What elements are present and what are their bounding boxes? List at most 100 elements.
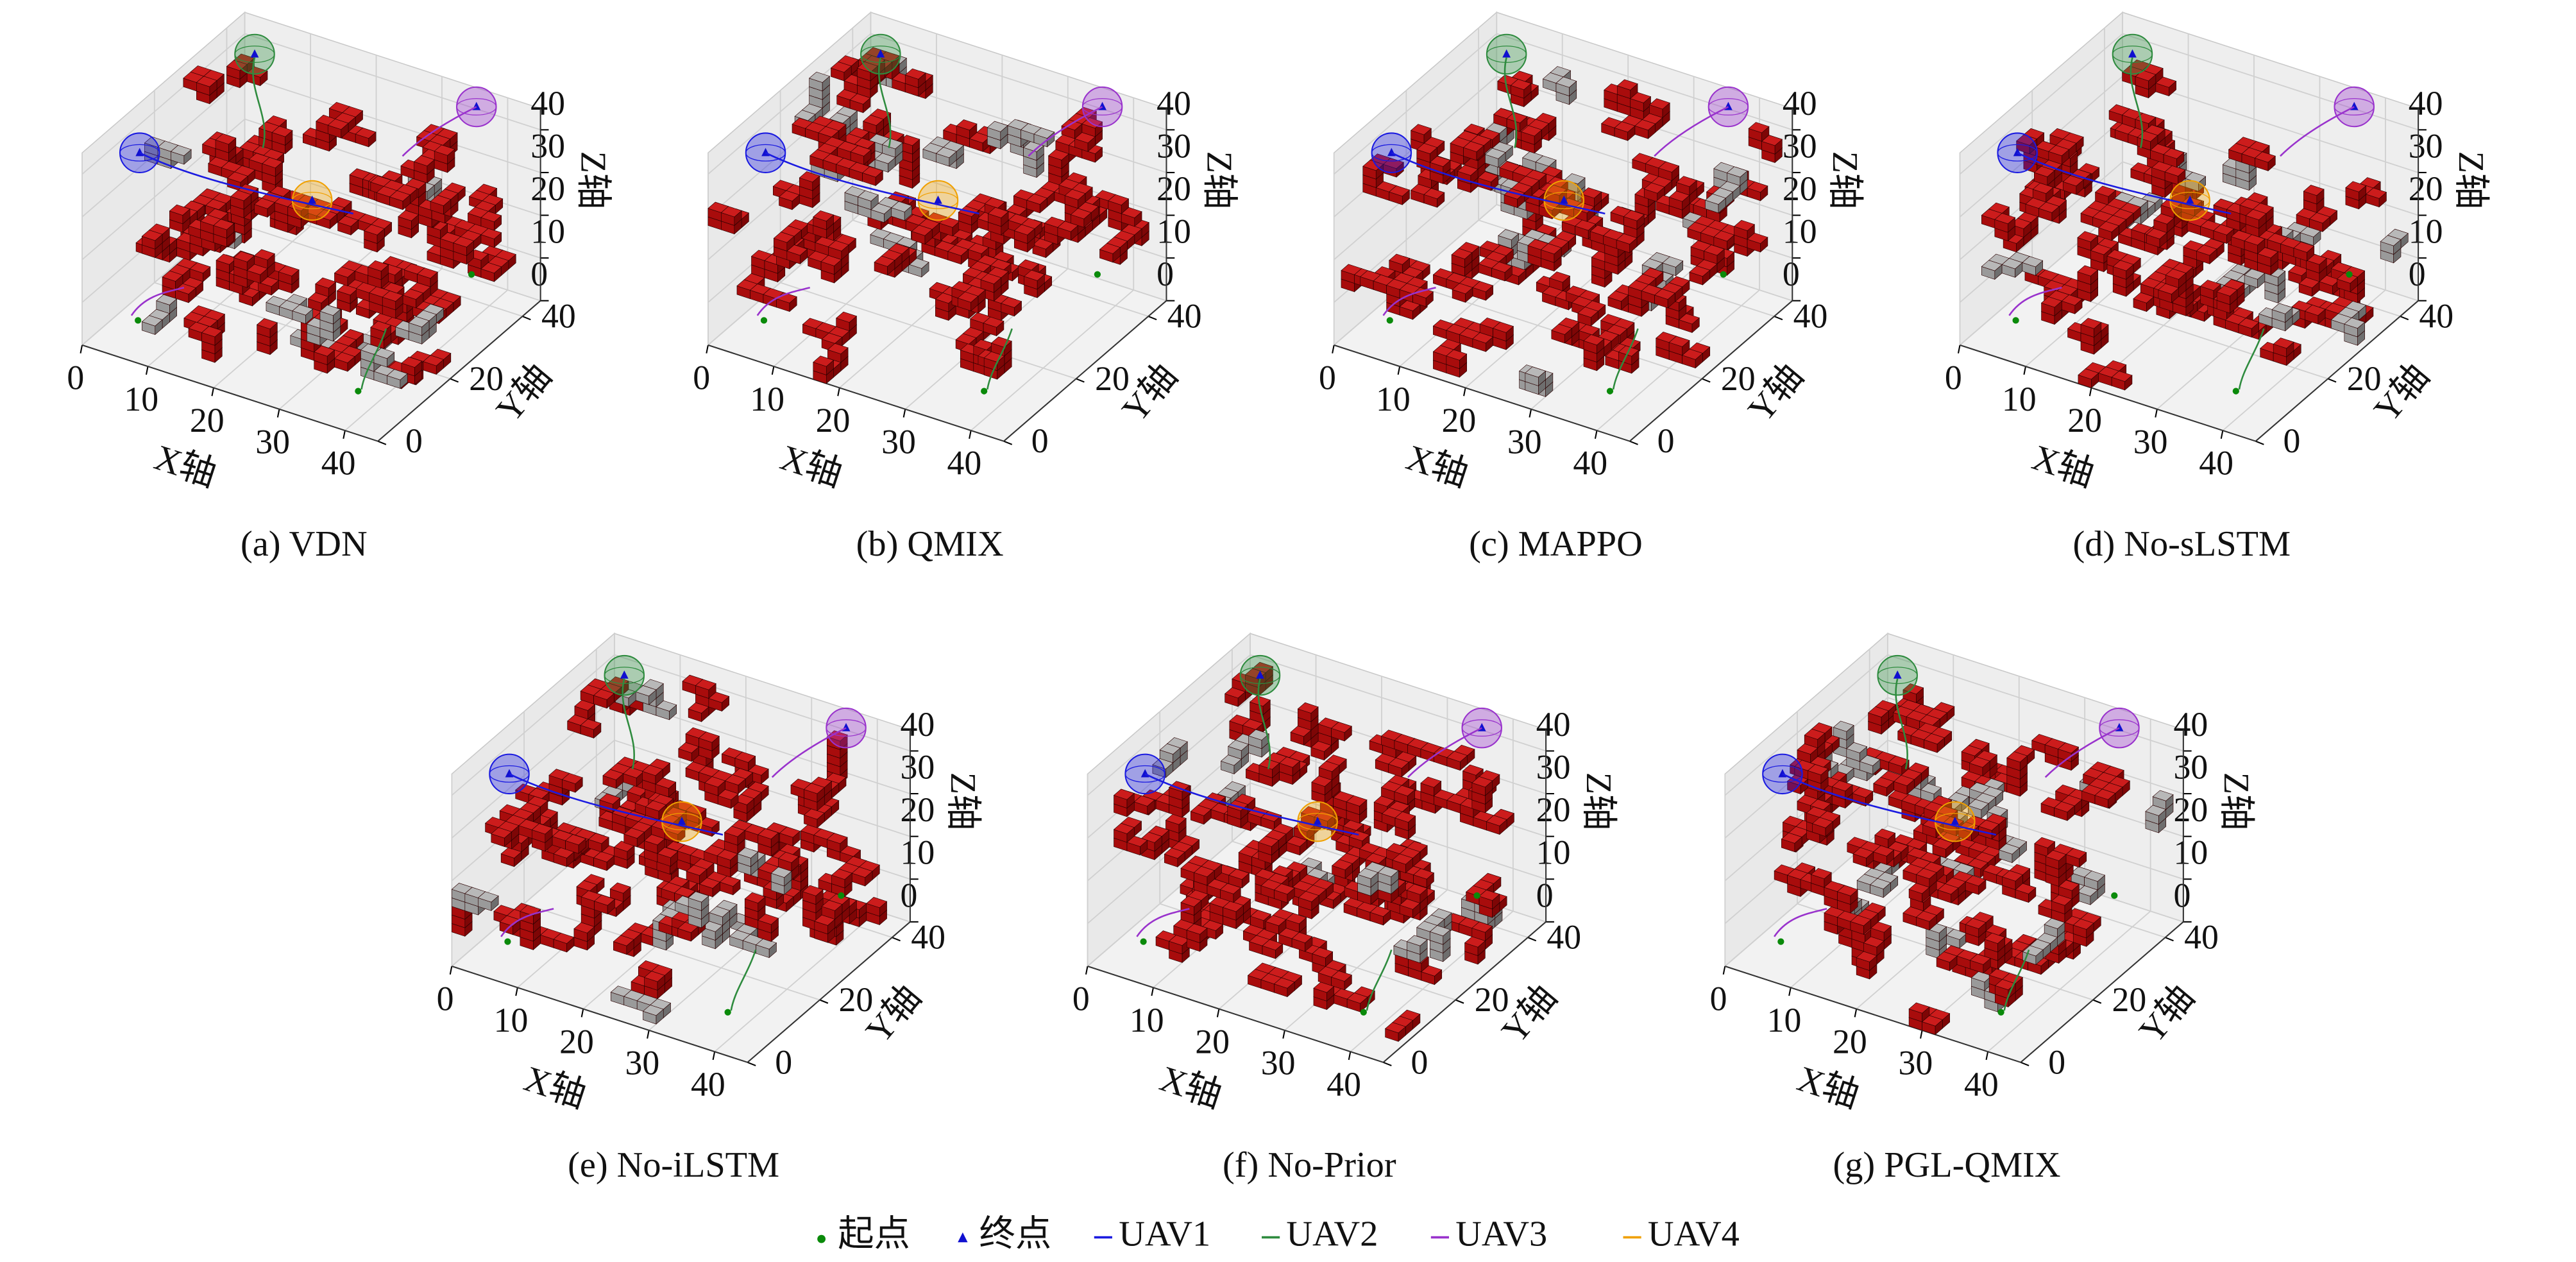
voxel-face bbox=[480, 262, 502, 274]
y-tick-label: 40 bbox=[1167, 296, 1202, 335]
x-tick-label: 30 bbox=[1507, 422, 1542, 461]
y-tick bbox=[522, 316, 531, 321]
z-axis-label: Z轴 bbox=[1825, 151, 1865, 210]
y-tick-label: 40 bbox=[2419, 296, 2453, 335]
axis-line bbox=[377, 300, 541, 442]
y-tick bbox=[450, 378, 459, 383]
x-tick-label: 10 bbox=[2002, 380, 2037, 418]
x-tick-label: 10 bbox=[1376, 380, 1411, 418]
x-tick bbox=[211, 388, 214, 397]
x-tick bbox=[2155, 409, 2158, 418]
voxel-face bbox=[256, 318, 278, 330]
z-tick-label: 30 bbox=[530, 126, 565, 165]
y-tick-label: 0 bbox=[1031, 422, 1049, 460]
x-tick bbox=[1332, 345, 1335, 354]
y-tick-label: 40 bbox=[1793, 296, 1828, 335]
x-tick-label: 20 bbox=[1441, 401, 1476, 439]
x-tick-label: 40 bbox=[1573, 444, 1607, 482]
voxel-face bbox=[278, 265, 300, 277]
voxel-face bbox=[480, 228, 502, 239]
start-marker bbox=[1606, 388, 1614, 395]
y-tick bbox=[1774, 316, 1783, 321]
y-tick bbox=[1702, 378, 1711, 383]
start-marker bbox=[468, 271, 475, 278]
x-tick-label: 30 bbox=[2133, 422, 2168, 461]
x-tick bbox=[2220, 430, 2224, 439]
start-marker bbox=[135, 317, 142, 324]
grid-line bbox=[81, 33, 246, 175]
voxel-face bbox=[453, 236, 475, 248]
obstacles bbox=[135, 53, 516, 389]
z-tick-label: 0 bbox=[2409, 255, 2426, 293]
voxel-face bbox=[480, 211, 502, 223]
z-axis-label: Z轴 bbox=[573, 151, 613, 210]
start-marker bbox=[760, 317, 768, 324]
voxel-face bbox=[363, 224, 385, 235]
y-tick-label: 0 bbox=[405, 422, 423, 460]
y-tick bbox=[1003, 440, 1013, 445]
x-tick bbox=[2023, 366, 2026, 375]
z-tick-label: 40 bbox=[1157, 84, 1191, 123]
z-tick-label: 20 bbox=[2409, 169, 2443, 208]
x-tick bbox=[1957, 345, 1961, 354]
start-marker bbox=[1094, 271, 1101, 278]
x-tick bbox=[771, 366, 775, 375]
z-tick-label: 20 bbox=[1157, 169, 1191, 208]
panel-caption: (a) VDN bbox=[241, 524, 368, 564]
x-tick bbox=[343, 430, 346, 439]
y-tick-label: 0 bbox=[1657, 422, 1675, 460]
voxel-face bbox=[189, 262, 211, 274]
x-tick bbox=[1529, 409, 1532, 418]
y-tick bbox=[377, 440, 387, 445]
x-tick bbox=[706, 345, 709, 354]
y-tick bbox=[2400, 316, 2409, 321]
y-tick-label: 0 bbox=[2283, 422, 2300, 460]
x-tick-label: 10 bbox=[750, 380, 784, 418]
x-tick bbox=[902, 409, 906, 418]
z-tick-label: 40 bbox=[1783, 84, 1817, 123]
y-tick bbox=[2327, 378, 2337, 383]
z-tick-label: 0 bbox=[530, 255, 548, 293]
grid-line bbox=[244, 76, 541, 173]
y-tick bbox=[1076, 378, 1085, 383]
voxel-face bbox=[226, 171, 248, 183]
voxel-face bbox=[262, 157, 284, 169]
x-tick bbox=[1463, 388, 1466, 397]
z-tick-label: 30 bbox=[2409, 126, 2443, 165]
y-tick-label: 20 bbox=[469, 359, 504, 398]
x-tick-label: 0 bbox=[67, 359, 84, 397]
x-tick bbox=[969, 430, 972, 439]
panel-caption: (c) MAPPO bbox=[1469, 524, 1643, 564]
z-tick-label: 40 bbox=[530, 84, 565, 123]
voxel-face bbox=[205, 199, 227, 210]
z-tick-label: 0 bbox=[1157, 255, 1174, 293]
x-tick-label: 40 bbox=[2199, 444, 2233, 482]
x-tick-label: 10 bbox=[124, 380, 158, 418]
start-marker bbox=[355, 388, 362, 395]
voxel-face bbox=[141, 315, 163, 327]
voxel-face bbox=[201, 326, 223, 337]
x-tick-label: 0 bbox=[1319, 359, 1336, 397]
voxel-face bbox=[141, 230, 163, 241]
z-tick-label: 10 bbox=[530, 212, 565, 251]
x-tick bbox=[1594, 430, 1598, 439]
x-axis-label: X轴 bbox=[775, 438, 847, 495]
start-marker bbox=[981, 388, 988, 395]
x-tick-label: 30 bbox=[255, 422, 290, 461]
z-tick-label: 10 bbox=[1783, 212, 1817, 251]
x-tick bbox=[2089, 388, 2092, 397]
x-axis-label: X轴 bbox=[1402, 438, 1473, 495]
start-marker bbox=[1386, 317, 1393, 324]
x-tick-label: 20 bbox=[190, 401, 225, 439]
z-tick-label: 0 bbox=[1783, 255, 1800, 293]
z-tick-label: 30 bbox=[1783, 126, 1817, 165]
x-tick-label: 0 bbox=[693, 359, 710, 397]
panel-caption: (b) QMIX bbox=[856, 524, 1004, 564]
voxel-face bbox=[423, 355, 445, 366]
